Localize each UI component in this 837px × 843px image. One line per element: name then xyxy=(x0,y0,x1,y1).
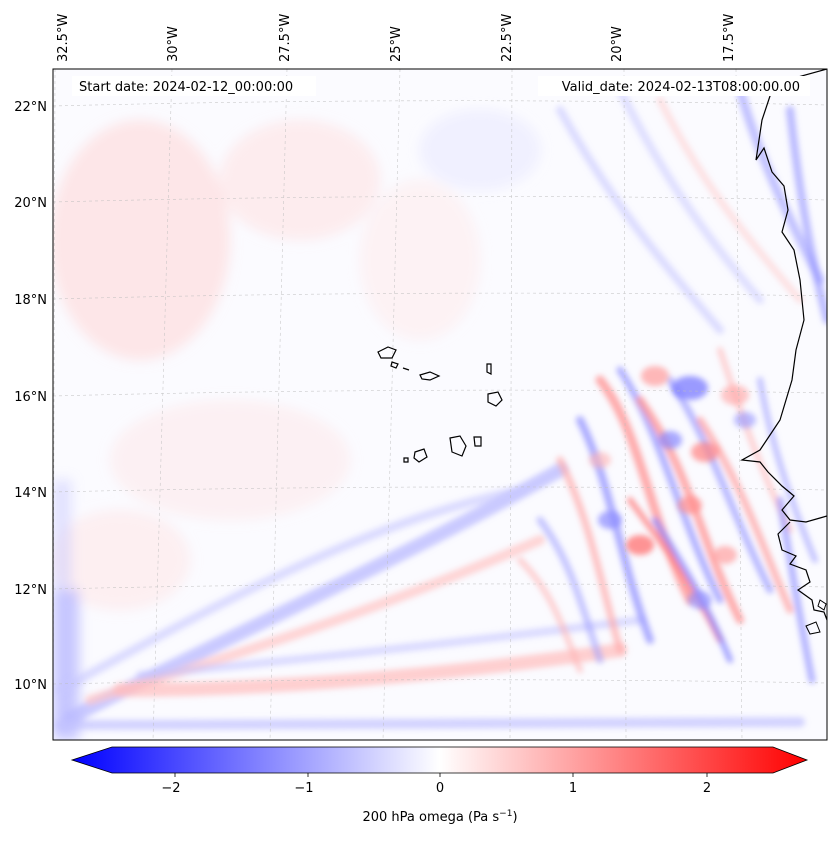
lon-label-17-5w: 17.5°W xyxy=(722,14,737,62)
colorbar-label: 200 hPa omega (Pa s−1) xyxy=(362,809,517,825)
start-date-label: Start date: 2024-02-12_00:00:00 xyxy=(79,80,293,95)
valid-date-box xyxy=(538,76,810,96)
map-frame xyxy=(52,68,828,741)
start-date-box xyxy=(72,76,316,96)
omega-blobs xyxy=(589,366,756,609)
graticule xyxy=(53,69,827,740)
cb-tick-neg2: −2 xyxy=(161,781,180,796)
omega-field xyxy=(53,110,540,740)
lat-label-22n: 22°N xyxy=(14,100,47,115)
lat-label-18n: 18°N xyxy=(14,293,47,308)
colorbar-bar xyxy=(70,746,809,774)
african-coastline xyxy=(740,69,827,523)
coast-gambia-guinea xyxy=(777,521,827,621)
lat-label-16n: 16°N xyxy=(14,390,47,405)
latitude-labels: 22°N 20°N 18°N 16°N 14°N 12°N 10°N xyxy=(14,100,47,693)
omega-waves xyxy=(517,347,818,684)
lon-label-30w: 30°W xyxy=(166,26,181,62)
valid-date-label: Valid_date: 2024-02-13T08:00:00.00 xyxy=(562,80,800,95)
cb-tick-1: 1 xyxy=(569,781,577,796)
lat-label-14n: 14°N xyxy=(14,486,47,501)
lon-label-32-5w: 32.5°W xyxy=(56,14,71,62)
lat-label-12n: 12°N xyxy=(14,583,47,598)
lon-label-20w: 20°W xyxy=(610,26,625,62)
lat-label-20n: 20°N xyxy=(14,196,47,211)
cb-tick-0: 0 xyxy=(436,781,444,796)
lon-label-22-5w: 22.5°W xyxy=(500,14,515,62)
cape-verde-islands xyxy=(377,346,503,463)
colorbar-tick-labels: −2 −1 0 1 2 xyxy=(161,781,711,796)
colorbar-ticks xyxy=(174,773,708,777)
cb-tick-2: 2 xyxy=(703,781,711,796)
lon-label-27-5w: 27.5°W xyxy=(278,14,293,62)
bijagos-islands xyxy=(805,599,827,635)
longitude-labels: 32.5°W 30°W 27.5°W 25°W 22.5°W 20°W 17.5… xyxy=(56,14,737,62)
map-panel xyxy=(53,69,827,740)
colorbar: −2 −1 0 1 2 200 hPa omega (Pa s−1) xyxy=(70,746,809,825)
cb-tick-neg1: −1 xyxy=(294,781,313,796)
lon-label-25w: 25°W xyxy=(389,26,404,62)
lat-label-10n: 10°N xyxy=(14,678,47,693)
omega-streaks xyxy=(55,85,827,730)
